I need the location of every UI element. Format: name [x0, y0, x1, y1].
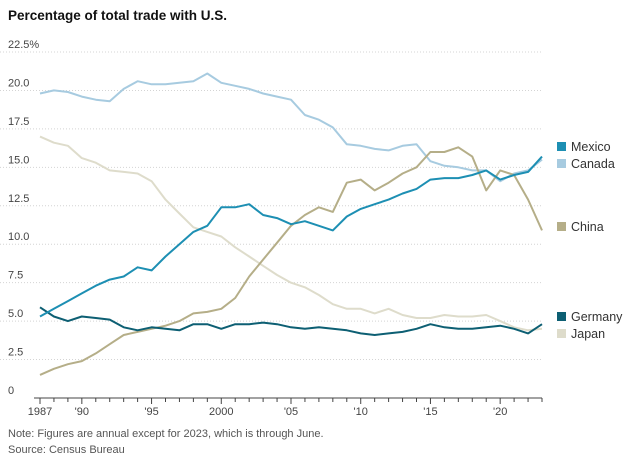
series-line-mexico	[39, 155, 543, 318]
x-tick-label: '15	[423, 406, 437, 418]
x-tick-label: '90	[75, 406, 89, 418]
series-line-germany	[39, 306, 543, 336]
chart-source: Source: Census Bureau	[8, 444, 125, 456]
legend-label-china: China	[571, 220, 604, 234]
legend-swatch-china	[557, 222, 566, 231]
legend-swatch-mexico	[557, 142, 566, 151]
y-tick-label: 20.0	[8, 77, 29, 89]
x-tick-label: '10	[354, 406, 368, 418]
series-line-china	[39, 146, 543, 376]
series-line-canada	[39, 72, 543, 183]
gridlines	[0, 51, 542, 361]
legend-label-japan: Japan	[571, 327, 605, 341]
y-tick-label: 22.5%	[8, 39, 39, 51]
x-tick-label: 1987	[28, 406, 52, 418]
y-tick-label: 7.5	[8, 270, 23, 282]
legend-label-canada: Canada	[571, 157, 615, 171]
legend-label-mexico: Mexico	[571, 140, 611, 154]
legend-swatch-japan	[557, 329, 566, 338]
y-tick-label: 10.0	[8, 231, 29, 243]
legend: Mexico Canada China Germany Japan	[557, 140, 623, 341]
y-tick-label: 5.0	[8, 308, 23, 320]
series-line-japan	[39, 135, 543, 332]
y-tick-label: 15.0	[8, 154, 29, 166]
y-tick-label: 2.5	[8, 347, 23, 359]
legend-label-germany: Germany	[571, 310, 623, 324]
chart-title: Percentage of total trade with U.S.	[8, 8, 228, 23]
y-tick-label: 0	[8, 385, 14, 397]
series-lines	[39, 72, 543, 376]
x-tick-label: '95	[144, 406, 158, 418]
x-tick-label: 2000	[209, 406, 233, 418]
y-tick-label: 17.5	[8, 116, 29, 128]
legend-swatch-canada	[557, 159, 566, 168]
legend-swatch-germany	[557, 312, 566, 321]
y-tick-label: 12.5	[8, 193, 29, 205]
x-tick-label: '20	[493, 406, 507, 418]
x-axis: 1987 '90 '95 2000 '05 '10 '15 '20	[28, 397, 543, 418]
chart-note: Note: Figures are annual except for 2023…	[8, 428, 324, 440]
y-axis-ticks: 22.5% 20.0 17.5 15.0 12.5 10.0 7.5 5.0 2.5 0	[8, 39, 39, 397]
x-tick-label: '05	[284, 406, 298, 418]
